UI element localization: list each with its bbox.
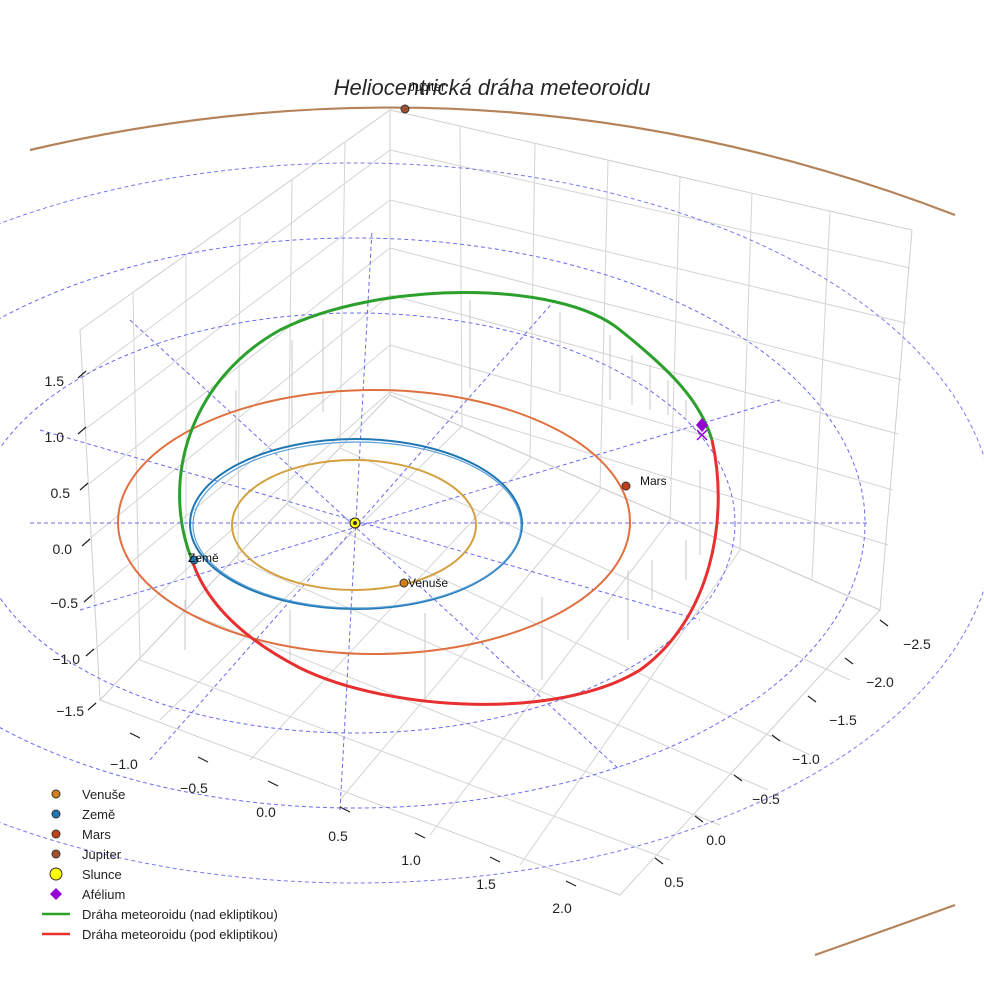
- legend-label: Jupiter: [82, 847, 122, 862]
- legend-label: Afélium: [82, 887, 125, 902]
- legend-item: Mars: [51, 827, 111, 842]
- legend-item: Dráha meteoroidu (nad ekliptikou): [42, 907, 278, 922]
- z-tick-label: −0.5: [50, 595, 78, 611]
- drop-lines: [184, 300, 701, 700]
- mars-marker: [621, 481, 631, 491]
- x-tick-label: −1.0: [110, 756, 138, 772]
- legend-marker: [49, 867, 63, 881]
- earth-orbit-2: [192, 441, 522, 609]
- jupiter-marker: [400, 104, 410, 114]
- x-tick-label: 1.0: [401, 852, 421, 868]
- aphelion-cross: [696, 429, 708, 441]
- earth-label: Země: [188, 551, 219, 565]
- legend-marker: [51, 809, 61, 819]
- y-tick-label: 0.0: [706, 832, 726, 848]
- earth-orbit: [189, 438, 523, 610]
- ecliptic-reference: [0, 162, 984, 884]
- legend-label: Slunce: [82, 867, 122, 882]
- legend-label: Venuše: [82, 787, 125, 802]
- chart-title: Heliocentrická dráha meteoroidu: [334, 75, 651, 100]
- legend: Venuše Země Mars Jupiter Slunce Afélium Dráha …: [42, 787, 278, 942]
- venus-marker: [399, 578, 409, 588]
- z-tick-label: 0.5: [51, 485, 71, 501]
- y-tick-label: −2.0: [866, 674, 894, 690]
- mars-label: Mars: [640, 474, 667, 488]
- legend-marker: [51, 789, 61, 799]
- y-tick-label: −1.5: [829, 712, 857, 728]
- x-tick-label: 0.5: [328, 828, 348, 844]
- z-tick-label: −1.5: [56, 703, 84, 719]
- grid-panes: [79, 109, 913, 896]
- legend-marker: [51, 849, 61, 859]
- legend-item: Země: [51, 807, 115, 822]
- meteoroid-orbit-above: [178, 291, 714, 561]
- y-tick-label: −1.0: [792, 751, 820, 767]
- z-axis: 1.5 1.0 0.5 0.0 −0.5 −1.0 −1.5: [45, 370, 97, 719]
- x-tick-label: −0.5: [180, 780, 208, 796]
- z-tick-label: 1.5: [45, 373, 65, 389]
- legend-item: Slunce: [49, 867, 122, 882]
- legend-label: Dráha meteoroidu (pod ekliptikou): [82, 927, 278, 942]
- legend-marker: [50, 888, 62, 900]
- z-tick-label: −1.0: [52, 651, 80, 667]
- y-tick-label: −0.5: [752, 791, 780, 807]
- aphelion-marker: [696, 418, 708, 432]
- x-tick-label: 2.0: [552, 900, 572, 916]
- earth-marker: [189, 555, 199, 565]
- x-tick-label: 0.0: [256, 804, 276, 820]
- meteoroid-orbit-below: [190, 439, 720, 706]
- legend-marker: [51, 829, 61, 839]
- legend-item: Afélium: [50, 887, 125, 902]
- mars-orbit: [117, 389, 631, 655]
- legend-item: Dráha meteoroidu (pod ekliptikou): [42, 927, 278, 942]
- legend-item: Venuše: [51, 787, 125, 802]
- jupiter-orbit-lower: [814, 903, 956, 957]
- legend-label: Země: [82, 807, 115, 822]
- venus-orbit: [231, 459, 477, 591]
- legend-label: Dráha meteoroidu (nad ekliptikou): [82, 907, 278, 922]
- sun-core: [353, 521, 357, 525]
- z-tick-label: 1.0: [45, 429, 65, 445]
- x-axis: −1.0 −0.5 0.0 0.5 1.0 1.5 2.0: [110, 732, 577, 916]
- legend-item: Jupiter: [51, 847, 122, 862]
- z-tick-label: 0.0: [53, 541, 73, 557]
- legend-label: Mars: [82, 827, 111, 842]
- jupiter-label: Jupiter: [409, 80, 445, 94]
- y-tick-label: −2.5: [903, 636, 931, 652]
- y-tick-label: 0.5: [664, 874, 684, 890]
- jupiter-orbit: [29, 106, 956, 217]
- venus-label: Venuše: [408, 576, 448, 590]
- x-tick-label: 1.5: [476, 876, 496, 892]
- y-axis: −2.5 −2.0 −1.5 −1.0 −0.5 0.0 0.5: [654, 619, 931, 890]
